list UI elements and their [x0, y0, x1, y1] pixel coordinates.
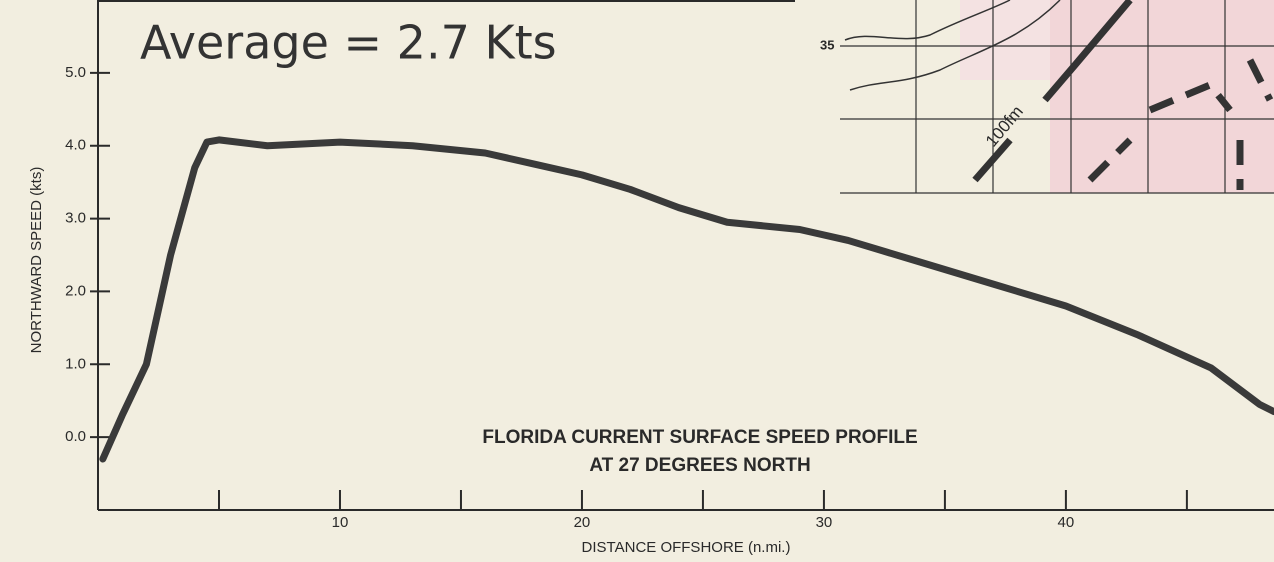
- annotation: Average = 2.7 Kts: [140, 16, 557, 70]
- y-tick-label: 2.0: [65, 282, 86, 299]
- depth-contour: [972, 0, 1133, 183]
- y-tick-label: 0.0: [65, 428, 86, 445]
- y-tick-label: 1.0: [65, 355, 86, 372]
- y-tick-label: 3.0: [65, 210, 86, 227]
- inset-grid: [840, 0, 1274, 194]
- chart-title: FLORIDA CURRENT SURFACE SPEED PROFILE: [482, 427, 917, 448]
- x-tick-label: 30: [816, 514, 833, 531]
- y-tick-label: 4.0: [65, 137, 86, 154]
- coastline: [844, 0, 1061, 91]
- x-tick-label: 20: [574, 514, 591, 531]
- y-axis-label: NORTHWARD SPEED (kts): [28, 167, 45, 354]
- map-inset: 35 100fm: [820, 0, 1274, 194]
- x-axis-label: DISTANCE OFFSHORE (n.mi.): [582, 539, 791, 556]
- y-tick-label: 5.0: [65, 64, 86, 81]
- x-tick-label: 10: [332, 514, 349, 531]
- line: [99, 136, 1274, 463]
- chart-subtitle: AT 27 DEGREES NORTH: [589, 455, 810, 476]
- x-tick-label: 40: [1058, 514, 1075, 531]
- inset-label: 35: [820, 37, 834, 52]
